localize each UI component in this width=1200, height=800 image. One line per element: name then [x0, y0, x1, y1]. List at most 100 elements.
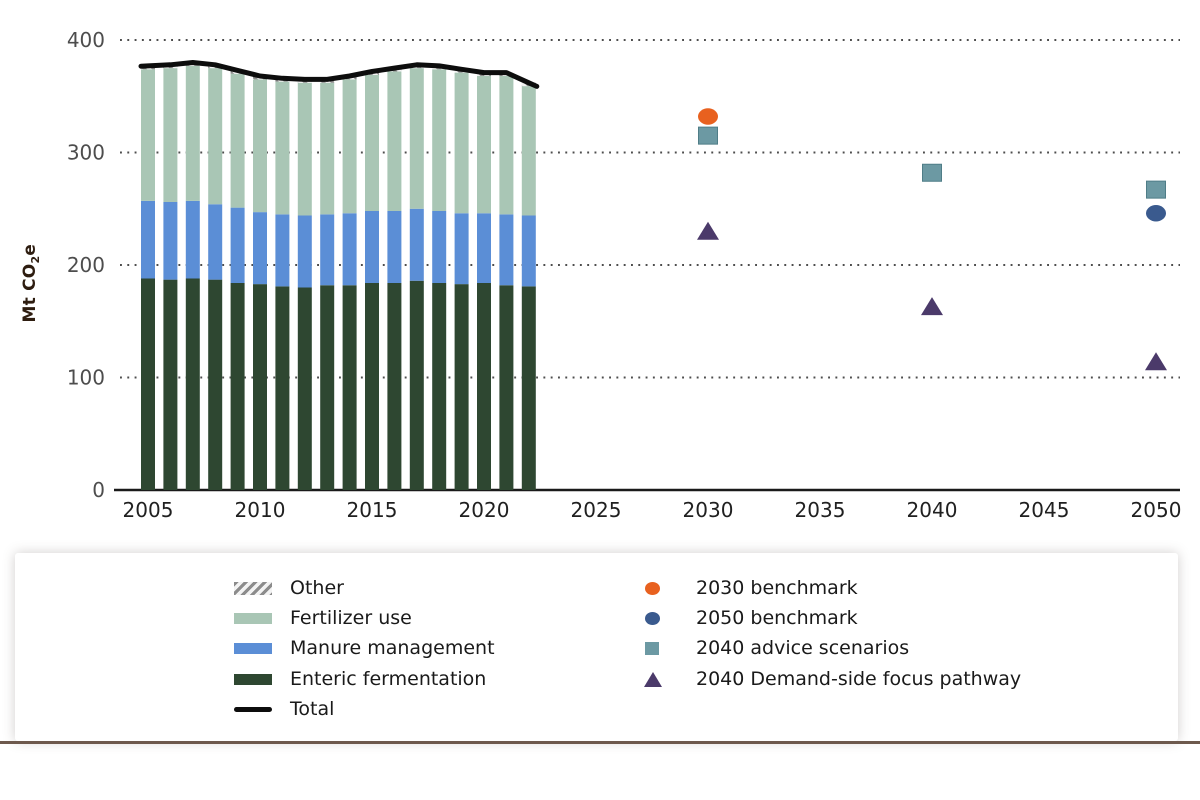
marker-2040-advice-scenarios-2030 — [698, 126, 718, 145]
circle-marker-icon — [645, 611, 660, 625]
bar-2013-fertilizer-use — [320, 82, 335, 215]
y-tick-label-300: 300 — [67, 141, 105, 165]
legend-label: 2050 benchmark — [696, 606, 858, 629]
y-axis-title-text: Mt CO — [19, 263, 40, 323]
circle-marker-icon — [645, 581, 660, 595]
bar-2009-fertilizer-use — [230, 73, 245, 208]
fertilizer-swatch — [234, 612, 272, 624]
legend-label: Enteric fermentation — [290, 667, 487, 690]
total-line-swatch — [234, 707, 272, 712]
bar-2016-enteric-fermentation — [387, 283, 402, 490]
total-line — [138, 60, 540, 89]
legend-item-2040-demand-side-focus-pathway: 2040 Demand-side focus pathway — [640, 664, 1021, 694]
x-tick-label-2035: 2035 — [795, 498, 846, 522]
marker-2050-benchmark-2050 — [1146, 205, 1166, 222]
legend-item-2050-benchmark: 2050 benchmark — [640, 603, 1021, 633]
bar-2010-enteric-fermentation — [253, 284, 267, 490]
legend-swatch-box — [640, 671, 682, 687]
bar-2008-manure-management — [208, 204, 223, 280]
x-tick-label-2030: 2030 — [683, 498, 734, 522]
bar-2022-enteric-fermentation — [521, 286, 536, 490]
bar-2012-manure-management — [297, 215, 312, 288]
legend-label: Fertilizer use — [290, 606, 412, 629]
bar-2006-enteric-fermentation — [163, 279, 178, 490]
bar-2016-manure-management — [387, 211, 402, 283]
x-tick-label-2025: 2025 — [571, 498, 622, 522]
x-tick-label-2015: 2015 — [347, 498, 398, 522]
other-hatch-swatch — [234, 581, 272, 595]
bar-2007-fertilizer-use — [185, 65, 200, 201]
bar-2005-fertilizer-use — [141, 69, 155, 201]
bar-2009-enteric-fermentation — [230, 283, 245, 490]
bar-2012-enteric-fermentation — [297, 287, 312, 490]
bar-2019-enteric-fermentation — [454, 284, 469, 490]
legend-card — [15, 553, 1178, 741]
bar-2007-manure-management — [185, 200, 200, 279]
legend-swatch-box — [234, 673, 276, 685]
marker-2030-benchmark-2030 — [698, 108, 718, 125]
legend-label: 2030 benchmark — [696, 576, 858, 599]
bar-2015-manure-management — [365, 211, 379, 283]
legend-label: Manure management — [290, 637, 495, 660]
enteric-swatch — [234, 673, 272, 685]
bar-2014-enteric-fermentation — [342, 285, 357, 490]
bar-2006-fertilizer-use — [163, 68, 178, 202]
y-tick-label-0: 0 — [92, 478, 105, 502]
bar-2021-enteric-fermentation — [499, 285, 514, 490]
legend-swatch-box — [640, 611, 682, 625]
legend-item-fertilizer-use: Fertilizer use — [234, 603, 495, 633]
x-tick-label-2045: 2045 — [1019, 498, 1070, 522]
bar-2014-fertilizer-use — [342, 79, 357, 214]
legend-label: Other — [290, 576, 344, 599]
x-tick-label-2010: 2010 — [235, 498, 286, 522]
bar-2021-fertilizer-use — [499, 76, 514, 215]
marker-2040-advice-scenarios-2040 — [922, 163, 942, 182]
triangle-marker-icon — [644, 671, 662, 687]
marker-2040-advice-scenarios-2050 — [1146, 180, 1166, 199]
legend-label: 2040 advice scenarios — [696, 637, 910, 660]
bottom-divider-rule — [0, 741, 1200, 744]
bar-2007-enteric-fermentation — [185, 278, 200, 490]
y-tick-label-100: 100 — [67, 366, 105, 390]
bar-2005-enteric-fermentation — [141, 278, 155, 490]
legend-swatch-box — [640, 642, 682, 656]
bar-2013-manure-management — [320, 214, 335, 286]
bar-2017-fertilizer-use — [409, 68, 424, 209]
legend-swatch-box — [234, 707, 276, 712]
bar-2008-fertilizer-use — [208, 68, 223, 205]
marker-2040-demand-side-focus-pathway-2050 — [1145, 352, 1167, 371]
legend-swatch-box — [234, 581, 276, 595]
square-marker-icon — [645, 642, 659, 656]
manure-swatch — [234, 643, 272, 655]
legend-item-total: Total — [234, 694, 495, 724]
legend-swatch-box — [640, 581, 682, 595]
legend-item-other: Other — [234, 573, 495, 603]
bar-2021-manure-management — [499, 214, 514, 286]
bar-2014-manure-management — [342, 213, 357, 286]
bar-2011-manure-management — [275, 214, 290, 287]
bar-2012-fertilizer-use — [297, 82, 312, 216]
y-axis-title: Mt CO2e — [20, 228, 42, 338]
bar-2008-enteric-fermentation — [208, 279, 223, 490]
bar-2019-manure-management — [454, 213, 469, 285]
bar-2013-enteric-fermentation — [320, 285, 335, 490]
x-tick-label-2040: 2040 — [907, 498, 958, 522]
bar-2015-fertilizer-use — [365, 74, 379, 211]
legend-label: 2040 Demand-side focus pathway — [696, 667, 1022, 690]
bar-2018-manure-management — [432, 211, 447, 283]
legend-swatch-box — [234, 612, 276, 624]
y-tick-label-400: 400 — [67, 28, 105, 52]
legend-item-2040-advice-scenarios: 2040 advice scenarios — [640, 634, 1021, 664]
legend-label: Total — [290, 697, 335, 720]
legend-item-manure-management: Manure management — [234, 634, 495, 664]
bar-2015-enteric-fermentation — [365, 283, 379, 490]
bar-2010-fertilizer-use — [253, 79, 267, 213]
bar-2019-fertilizer-use — [454, 72, 469, 214]
bar-2018-fertilizer-use — [432, 69, 447, 211]
legend-column-scenarios: 2030 benchmark 2050 benchmark 2040 advice … — [640, 573, 1021, 694]
bar-2010-manure-management — [253, 212, 267, 285]
marker-2040-demand-side-focus-pathway-2040 — [921, 297, 943, 316]
emissions-chart: 400 300 200 100 0 2005 2010 2015 2020 2025 2030 203… — [67, 28, 1182, 522]
bar-2006-manure-management — [163, 202, 178, 280]
